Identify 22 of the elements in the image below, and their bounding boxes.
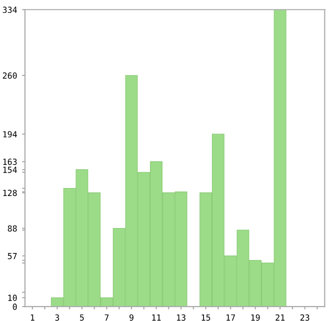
- y-tick-label: 0: [12, 304, 17, 310]
- y-tick-label: 57: [8, 252, 17, 260]
- y-tick-label: 88: [8, 225, 17, 232]
- x-tick-label: 21: [276, 314, 285, 321]
- y-tick-label: 128: [3, 190, 17, 196]
- y-tick-label: 334: [2, 6, 17, 13]
- y-tick-label: 163: [3, 158, 17, 165]
- x-tick-label: 15: [202, 314, 210, 321]
- x-tick-label: 5: [80, 314, 84, 321]
- x-tick-label: 13: [177, 314, 186, 321]
- x-tick-label: 19: [251, 314, 260, 321]
- x-tick-label: 9: [129, 314, 134, 321]
- x-tick-label: 11: [152, 314, 161, 321]
- x-tick-label: 7: [104, 314, 109, 321]
- x-tick-label: 1: [30, 314, 34, 321]
- x-tick-label: 17: [226, 314, 235, 321]
- x-tick-label: 3: [55, 314, 60, 321]
- y-tick-label: 194: [3, 131, 17, 138]
- y-tick-label: 10: [8, 294, 17, 301]
- x-tick-label: 23: [300, 314, 310, 321]
- y-tick-label: 154: [3, 166, 17, 173]
- y-tick-label: 260: [2, 72, 17, 79]
